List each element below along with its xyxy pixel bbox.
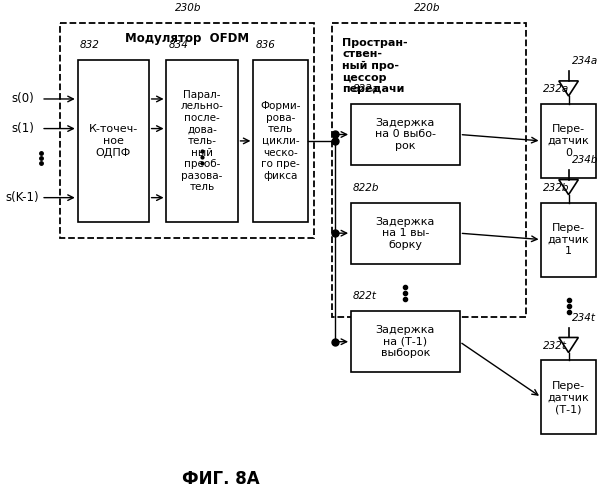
Text: Задержка
на 0 выбо-
рок: Задержка на 0 выбо- рок (375, 118, 436, 151)
Text: 220b: 220b (414, 3, 441, 13)
Bar (351, 202, 459, 264)
Text: К-точеч-
ное
ОДПФ: К-точеч- ное ОДПФ (89, 124, 138, 158)
Bar (351, 104, 459, 165)
Text: Пере-
датчик
1: Пере- датчик 1 (548, 223, 589, 256)
Text: 230b: 230b (175, 3, 202, 13)
Text: s(1): s(1) (12, 122, 35, 135)
Text: 822t: 822t (353, 292, 377, 302)
Text: 232b: 232b (543, 182, 570, 192)
Text: 832: 832 (80, 40, 100, 50)
Text: 232a: 232a (543, 84, 569, 94)
Text: Пере-
датчик
(Т-1): Пере- датчик (Т-1) (548, 381, 589, 414)
Text: Задержка
на (Т-1)
выборок: Задержка на (Т-1) выборок (376, 325, 435, 358)
Text: Задержка
на 1 вы-
борку: Задержка на 1 вы- борку (376, 216, 435, 250)
Text: Парал-
лельно-
после-
дова-
тель-
ный
преоб-
разова-
тель: Парал- лельно- после- дова- тель- ный пр… (180, 90, 223, 192)
Text: 822a: 822a (353, 84, 379, 94)
Bar (351, 311, 459, 372)
Bar (78, 60, 149, 222)
Text: 234t: 234t (572, 313, 595, 323)
Text: 834: 834 (169, 40, 188, 50)
Bar (60, 23, 314, 238)
Bar (253, 60, 308, 222)
Text: Пере-
датчик
0: Пере- датчик 0 (548, 124, 589, 158)
Text: Модулятор  OFDM: Модулятор OFDM (125, 32, 249, 46)
Text: 232t: 232t (543, 340, 568, 350)
Text: 822b: 822b (353, 182, 379, 192)
Bar (541, 202, 595, 276)
Text: s(0): s(0) (12, 92, 35, 106)
Text: ФИГ. 8А: ФИГ. 8А (182, 470, 260, 488)
Bar (541, 360, 595, 434)
Bar (166, 60, 237, 222)
Text: 836: 836 (256, 40, 275, 50)
Text: 234a: 234a (572, 56, 598, 66)
Bar (332, 23, 526, 317)
Text: 234b: 234b (572, 155, 598, 165)
Bar (541, 104, 595, 178)
Text: Форми-
рова-
тель
цикли-
ческо-
го пре-
фикса: Форми- рова- тель цикли- ческо- го пре- … (260, 101, 300, 180)
Text: s(K-1): s(K-1) (5, 191, 39, 204)
Text: Простран-
ствен-
ный про-
цессор
передачи: Простран- ствен- ный про- цессор передач… (342, 38, 408, 94)
